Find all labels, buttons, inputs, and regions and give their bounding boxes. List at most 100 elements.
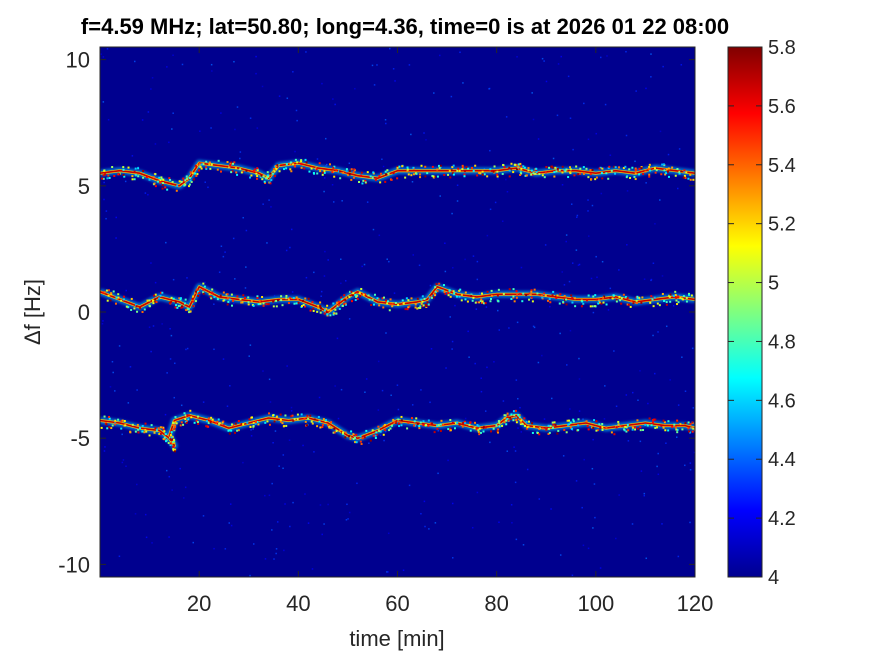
y-tick-label: -10 <box>58 552 90 577</box>
trace-speckle <box>555 296 558 299</box>
trace-speckle <box>250 299 253 302</box>
noise-dot <box>444 270 447 273</box>
trace-speckle <box>452 164 455 167</box>
noise-dot <box>475 308 478 310</box>
noise-dot <box>587 138 590 141</box>
trace-speckle <box>517 415 520 418</box>
trace-speckle <box>271 172 274 175</box>
trace-speckle <box>545 428 548 431</box>
trace-speckle <box>352 171 355 174</box>
trace-speckle <box>334 308 337 311</box>
noise-dot <box>305 51 307 53</box>
noise-dot <box>165 241 167 244</box>
noise-dot <box>109 386 112 388</box>
noise-dot <box>569 408 571 410</box>
trace-speckle <box>638 167 641 170</box>
trace-speckle <box>196 421 199 424</box>
trace-speckle <box>611 297 614 300</box>
trace-speckle <box>170 431 173 434</box>
noise-dot <box>581 506 583 509</box>
trace-speckle <box>273 170 276 173</box>
trace-speckle <box>102 177 105 180</box>
noise-dot <box>334 385 336 387</box>
trace-speckle <box>464 298 467 301</box>
noise-dot <box>154 281 157 284</box>
noise-dot <box>252 543 255 545</box>
noise-dot <box>514 450 517 452</box>
trace-speckle <box>474 301 477 304</box>
trace-speckle <box>114 302 117 305</box>
colorbar-tick-label: 4.2 <box>768 508 796 530</box>
trace-speckle <box>667 420 670 423</box>
noise-dot <box>385 332 387 334</box>
trace-speckle <box>640 167 643 170</box>
noise-dot <box>563 284 566 286</box>
trace-speckle <box>501 172 504 175</box>
noise-dot <box>659 199 661 201</box>
trace-speckle <box>412 166 415 169</box>
noise-dot <box>627 440 630 442</box>
trace-speckle <box>431 422 434 425</box>
trace-speckle <box>345 296 348 299</box>
trace-speckle <box>510 162 513 165</box>
trace-speckle <box>528 298 531 301</box>
trace-speckle <box>304 420 307 423</box>
trace-speckle <box>667 429 670 432</box>
noise-dot <box>385 430 387 433</box>
trace-speckle <box>600 302 603 305</box>
trace-speckle <box>161 184 164 187</box>
trace-speckle <box>218 422 221 425</box>
trace-speckle <box>235 171 238 174</box>
trace-speckle <box>375 431 378 434</box>
trace-speckle <box>573 174 576 177</box>
trace-speckle <box>233 161 236 164</box>
trace-speckle <box>435 283 438 286</box>
trace-speckle <box>134 303 137 306</box>
trace-speckle <box>624 425 627 428</box>
trace-speckle <box>272 305 275 308</box>
trace-speckle <box>169 443 172 446</box>
trace-speckle <box>339 429 342 432</box>
noise-dot <box>497 309 499 312</box>
trace-speckle <box>341 431 344 434</box>
trace-speckle <box>329 314 332 317</box>
trace-speckle <box>106 177 109 180</box>
trace-speckle <box>490 294 493 297</box>
trace-speckle <box>189 171 192 174</box>
trace-speckle <box>570 294 573 297</box>
trace-speckle <box>342 171 345 174</box>
trace-speckle <box>586 299 589 302</box>
trace-speckle <box>188 183 191 186</box>
trace-speckle <box>372 303 375 306</box>
trace-speckle <box>590 178 593 181</box>
noise-dot <box>242 216 244 219</box>
noise-dot <box>578 357 580 360</box>
trace-speckle <box>390 424 393 427</box>
noise-dot <box>650 53 652 55</box>
trace-speckle <box>192 305 195 308</box>
noise-dot <box>550 397 553 400</box>
trace-speckle <box>452 173 455 176</box>
trace-speckle <box>471 166 474 169</box>
trace-speckle <box>275 299 278 302</box>
trace-speckle <box>509 416 512 419</box>
trace-speckle <box>337 170 340 173</box>
trace-speckle <box>436 290 439 293</box>
noise-dot <box>327 503 329 506</box>
trace-speckle <box>154 300 157 303</box>
trace-speckle <box>520 165 523 168</box>
noise-dot <box>290 406 293 409</box>
trace-speckle <box>605 426 608 429</box>
trace-speckle <box>135 305 138 308</box>
trace-speckle <box>406 308 409 311</box>
trace-speckle <box>547 427 550 430</box>
trace-speckle <box>131 175 134 178</box>
trace-speckle <box>290 170 293 173</box>
trace-speckle <box>419 305 422 308</box>
trace-speckle <box>333 427 336 430</box>
trace-speckle <box>185 308 188 311</box>
noise-dot <box>603 167 605 169</box>
trace-speckle <box>122 298 125 301</box>
trace-speckle <box>252 304 255 307</box>
trace-speckle <box>549 425 552 428</box>
